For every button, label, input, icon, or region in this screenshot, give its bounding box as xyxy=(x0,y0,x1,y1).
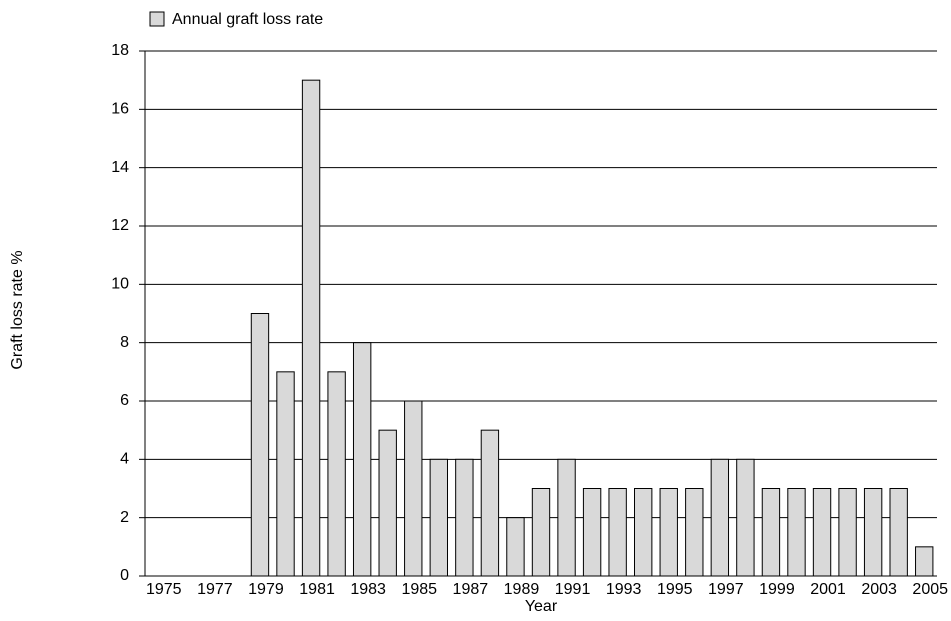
x-tick-label: 1993 xyxy=(606,581,642,598)
y-axis-label: Graft loss rate % xyxy=(9,250,26,369)
x-tick-label: 2001 xyxy=(810,581,846,598)
y-tick-label: 18 xyxy=(111,42,129,59)
x-tick-label: 1987 xyxy=(453,581,489,598)
bar xyxy=(531,488,551,577)
bar xyxy=(455,458,474,577)
bar xyxy=(634,488,653,577)
x-tick-label: 1989 xyxy=(504,581,540,598)
y-tick-label: 14 xyxy=(111,159,129,176)
bar xyxy=(352,342,372,577)
bar xyxy=(378,429,397,577)
bar xyxy=(429,458,448,577)
bar xyxy=(506,517,525,577)
bar xyxy=(889,488,908,577)
x-tick-label: 1991 xyxy=(555,581,591,598)
bar xyxy=(582,488,602,577)
y-tick-label: 2 xyxy=(120,509,129,526)
bar xyxy=(659,488,678,577)
bar xyxy=(915,546,934,577)
x-tick-label: 1985 xyxy=(401,581,437,598)
x-tick-label: 1999 xyxy=(759,581,795,598)
bar xyxy=(250,313,270,577)
x-tick-label: 2003 xyxy=(861,581,897,598)
bar xyxy=(301,79,321,577)
bar xyxy=(327,371,346,577)
bar xyxy=(608,488,627,577)
legend-label: Annual graft loss rate xyxy=(172,11,323,28)
bar xyxy=(276,371,295,577)
bar xyxy=(787,488,806,577)
x-tick-label: 2005 xyxy=(912,581,948,598)
bar xyxy=(761,488,781,577)
bar xyxy=(838,488,857,577)
bar xyxy=(812,488,832,577)
y-tick-label: 8 xyxy=(120,334,129,351)
bar xyxy=(685,488,704,577)
bar xyxy=(404,400,423,577)
y-tick-label: 16 xyxy=(111,101,129,118)
bar xyxy=(557,458,576,577)
x-tick-label: 1979 xyxy=(248,581,284,598)
y-tick-label: 6 xyxy=(120,392,129,409)
bar xyxy=(736,458,755,577)
bar xyxy=(480,429,500,577)
y-tick-label: 4 xyxy=(120,451,129,468)
bar xyxy=(863,488,883,577)
x-tick-label: 1995 xyxy=(657,581,693,598)
x-tick-label: 1983 xyxy=(350,581,386,598)
legend-swatch xyxy=(149,11,165,27)
y-tick-label: 12 xyxy=(111,217,129,234)
x-tick-label: 1981 xyxy=(299,581,335,598)
x-tick-label: 1975 xyxy=(146,581,182,598)
y-tick-label: 10 xyxy=(111,276,129,293)
bar xyxy=(710,458,730,577)
x-axis-label: Year xyxy=(525,598,558,615)
x-tick-label: 1997 xyxy=(708,581,744,598)
y-tick-label: 0 xyxy=(120,567,129,584)
x-tick-label: 1977 xyxy=(197,581,233,598)
